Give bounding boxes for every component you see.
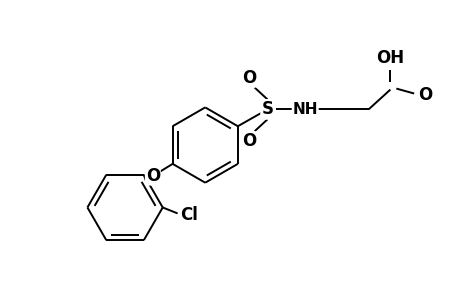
Text: O: O: [417, 85, 431, 103]
Text: S: S: [261, 100, 273, 118]
Text: OH: OH: [375, 49, 403, 67]
Text: Cl: Cl: [180, 206, 198, 224]
Text: O: O: [146, 167, 160, 185]
Text: O: O: [242, 132, 256, 150]
Text: NH: NH: [292, 102, 317, 117]
Text: O: O: [242, 69, 256, 87]
